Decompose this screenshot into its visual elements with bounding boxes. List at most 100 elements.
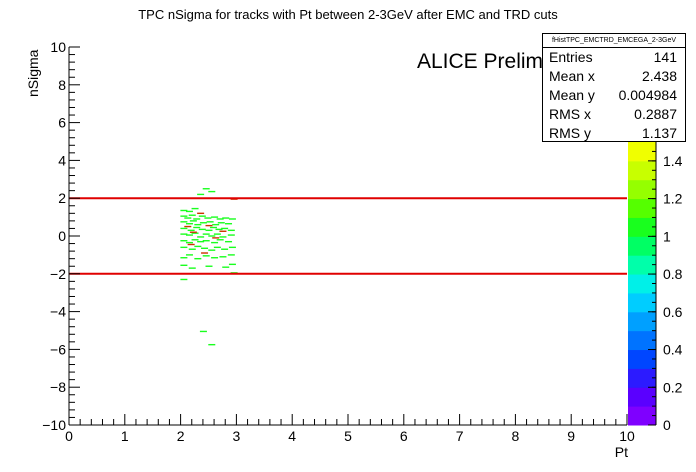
stats-label: RMS x	[549, 106, 591, 122]
histogram-cell	[221, 227, 229, 230]
y-tick-label: −8	[50, 379, 66, 395]
histogram-cell	[219, 230, 227, 232]
stats-label: RMS y	[549, 125, 591, 141]
histogram-cell	[184, 217, 192, 219]
histogram-cell	[221, 248, 229, 250]
histogram-cell	[201, 252, 209, 254]
stats-box: fHistTPC_EMCTRD_EMCEGA_2-3GeV Entries 14…	[542, 33, 686, 142]
y-tick-label: −6	[50, 341, 66, 357]
histogram-cell	[180, 209, 188, 212]
stats-row-mean-y: Mean y 0.004984	[543, 86, 685, 105]
stats-value: 2.438	[641, 68, 677, 84]
histogram-cell	[225, 223, 233, 225]
histogram-cell	[191, 207, 199, 210]
histogram-cell	[202, 188, 210, 190]
histogram-cell	[194, 257, 202, 260]
x-tick-label: 4	[288, 428, 296, 444]
palette-tick-label: 0.2	[663, 379, 683, 395]
palette-swatch	[628, 292, 656, 313]
histogram-cell	[204, 217, 212, 219]
histogram-cell	[191, 232, 199, 234]
histogram-cell	[180, 215, 188, 217]
histogram-cell	[222, 266, 230, 268]
histogram-cell	[208, 190, 216, 193]
x-tick-label: 0	[65, 428, 73, 444]
y-tick-label: −10	[42, 417, 66, 433]
y-tick-label: 10	[50, 39, 66, 55]
stats-value: 0.004984	[618, 87, 677, 103]
x-tick-label: 1	[121, 428, 129, 444]
histogram-cell	[222, 217, 230, 219]
y-tick-label: 0	[58, 228, 66, 244]
chart-title: TPC nSigma for tracks with Pt between 2-…	[138, 7, 558, 22]
palette-tick-label: 0	[663, 417, 671, 433]
y-tick-label: 6	[58, 115, 66, 131]
palette-swatch	[628, 160, 656, 181]
histogram-cell	[216, 239, 224, 241]
histogram-cell	[205, 224, 213, 227]
histogram-cell	[227, 254, 235, 256]
histogram-cell	[202, 233, 210, 235]
palette-tick-label: 0.4	[663, 342, 683, 358]
histogram-cell	[198, 228, 206, 231]
histogram-cell	[219, 236, 227, 238]
histogram-cell	[180, 257, 188, 259]
histogram-cell	[205, 265, 213, 267]
histogram-cell	[185, 210, 193, 213]
histogram-cell	[197, 240, 205, 243]
palette-tick-label: 0.6	[663, 304, 683, 320]
y-tick-label: 2	[58, 190, 66, 206]
histogram-cell	[202, 255, 210, 257]
histogram-cell	[217, 222, 225, 224]
histogram-cells	[180, 188, 238, 346]
histogram-cell	[211, 241, 219, 244]
histogram-cell	[209, 226, 217, 229]
histogram-cell	[215, 228, 223, 231]
stats-label: Entries	[549, 49, 593, 65]
histogram-cell	[198, 215, 206, 217]
palette-swatch	[628, 255, 656, 275]
histogram-cell	[185, 223, 193, 225]
histogram-cell	[185, 254, 193, 256]
y-tick-label: −4	[50, 304, 66, 320]
y-axis-label: nSigma	[25, 49, 41, 97]
palette-swatch	[628, 217, 656, 237]
palette-tick-label: 1	[663, 228, 671, 244]
palette-tick-label: 1.4	[663, 153, 683, 169]
x-tick-label: 3	[233, 428, 241, 444]
x-tick-label: 6	[400, 428, 408, 444]
histogram-cell	[206, 221, 214, 223]
histogram-cell	[191, 239, 199, 241]
palette-swatch	[628, 236, 656, 256]
histogram-cell	[228, 263, 236, 266]
y-tick-label: 4	[58, 152, 66, 168]
histogram-cell	[202, 240, 210, 242]
palette-swatch	[628, 179, 656, 200]
histogram-cell	[216, 218, 224, 220]
stats-value: 1.137	[641, 125, 677, 141]
histogram-cell	[185, 234, 193, 236]
histogram-cell	[227, 229, 235, 232]
x-tick-label: 10	[619, 428, 635, 444]
y-tick-label: 8	[58, 77, 66, 93]
histogram-cell	[193, 226, 201, 229]
stats-value: 0.2887	[634, 106, 677, 122]
x-tick-label: 5	[344, 428, 352, 444]
x-tick-label: 2	[177, 428, 185, 444]
histogram-cell	[193, 218, 201, 220]
stats-row-rms-y: RMS y 1.137	[543, 124, 685, 143]
stats-row-entries: Entries 141	[543, 48, 685, 67]
x-tick-label: 7	[456, 428, 464, 444]
axes	[68, 46, 628, 426]
histogram-cell	[197, 193, 205, 196]
y-tick-label: −2	[50, 266, 66, 282]
histogram-cell	[194, 223, 202, 226]
palette-swatch	[628, 330, 656, 351]
histogram-cell	[180, 246, 188, 249]
histogram-cell	[185, 241, 193, 244]
histogram-cell	[180, 278, 188, 281]
palette-swatch	[628, 142, 656, 162]
palette-swatch	[628, 387, 656, 407]
palette-swatch	[628, 406, 656, 426]
